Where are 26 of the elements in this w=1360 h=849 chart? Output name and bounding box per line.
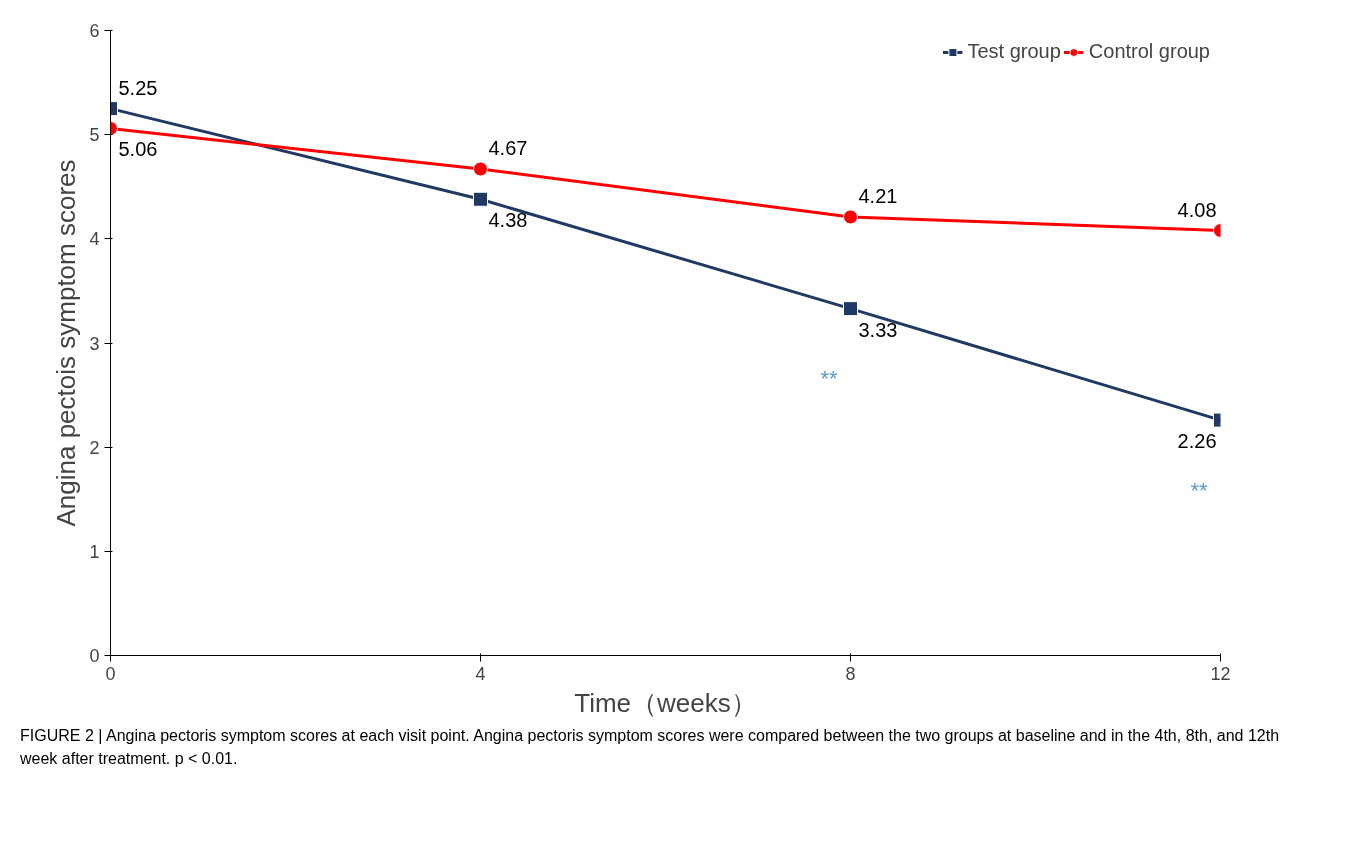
data-label: 5.25 — [118, 76, 158, 99]
data-label: 4.67 — [488, 137, 528, 160]
y-tick-label: 0 — [89, 646, 100, 666]
y-tick-label: 3 — [89, 333, 100, 354]
x-tick-label: 0 — [105, 663, 116, 684]
legend-label: Control group — [1088, 40, 1210, 63]
data-label: 4.08 — [1177, 198, 1217, 221]
caption: FIGURE 2 | Angina pectoris symptom scores at each visit point. Angina pectoris symptom scores were compared between the two groups at baseline and in the 4th, 8th, and 12th week after treatment. p < 0.01. — [20, 726, 1281, 769]
y-tick-label: 2 — [89, 437, 100, 458]
legend-label: Test group — [967, 40, 1061, 63]
data-label: 4.38 — [488, 209, 528, 232]
annotation: ** — [1190, 477, 1209, 503]
annotation: ** — [820, 366, 839, 392]
x-tick-label: 4 — [475, 663, 486, 684]
x-axis-title: Time（weeks） — [574, 687, 757, 718]
y-tick-label: 4 — [89, 229, 100, 250]
x-tick-label: 8 — [845, 663, 856, 684]
y-tick-label: 5 — [89, 125, 100, 146]
y-tick-label: 1 — [89, 541, 100, 562]
y-tick-label: 6 — [89, 21, 100, 41]
data-label: 3.33 — [858, 318, 898, 341]
data-label: 2.26 — [1177, 430, 1217, 453]
data-label: 5.06 — [118, 138, 158, 161]
data-label: 4.21 — [858, 184, 898, 207]
x-tick-label: 12 — [1210, 663, 1231, 684]
y-axis-title: Angina pectois symptom scores — [51, 159, 82, 527]
